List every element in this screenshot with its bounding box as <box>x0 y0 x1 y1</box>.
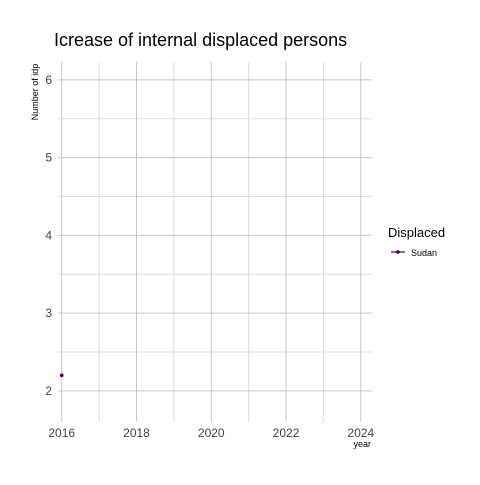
x-tick-label: 2020 <box>198 426 225 440</box>
x-tick-label: 2018 <box>123 426 150 440</box>
y-tick-label: 2 <box>45 384 52 398</box>
y-tick-label: 5 <box>45 151 52 165</box>
x-tick-label: 2016 <box>48 426 75 440</box>
legend-key-point <box>396 250 400 254</box>
y-tick-label: 4 <box>45 228 52 242</box>
x-axis-label: year <box>353 439 371 449</box>
x-axis-tick-labels: 2016 2018 2020 2022 2024 <box>48 426 374 440</box>
gridlines <box>58 62 372 422</box>
legend-title: Displaced <box>388 225 445 240</box>
chart-title: Icrease of internal displaced persons <box>54 30 347 50</box>
x-tick-label: 2022 <box>273 426 300 440</box>
y-tick-label: 6 <box>45 73 52 87</box>
legend: Displaced Sudan <box>388 225 445 258</box>
y-axis-tick-labels: 2 3 4 5 6 <box>45 73 52 398</box>
legend-label: Sudan <box>411 248 437 258</box>
legend-items: Sudan <box>391 248 437 258</box>
series-layer <box>59 373 64 378</box>
x-tick-label: 2024 <box>347 426 374 440</box>
y-tick-label: 3 <box>45 306 52 320</box>
legend-item: Sudan <box>391 248 437 258</box>
y-axis-label: Number of idp <box>30 64 40 121</box>
data-point <box>59 373 64 378</box>
